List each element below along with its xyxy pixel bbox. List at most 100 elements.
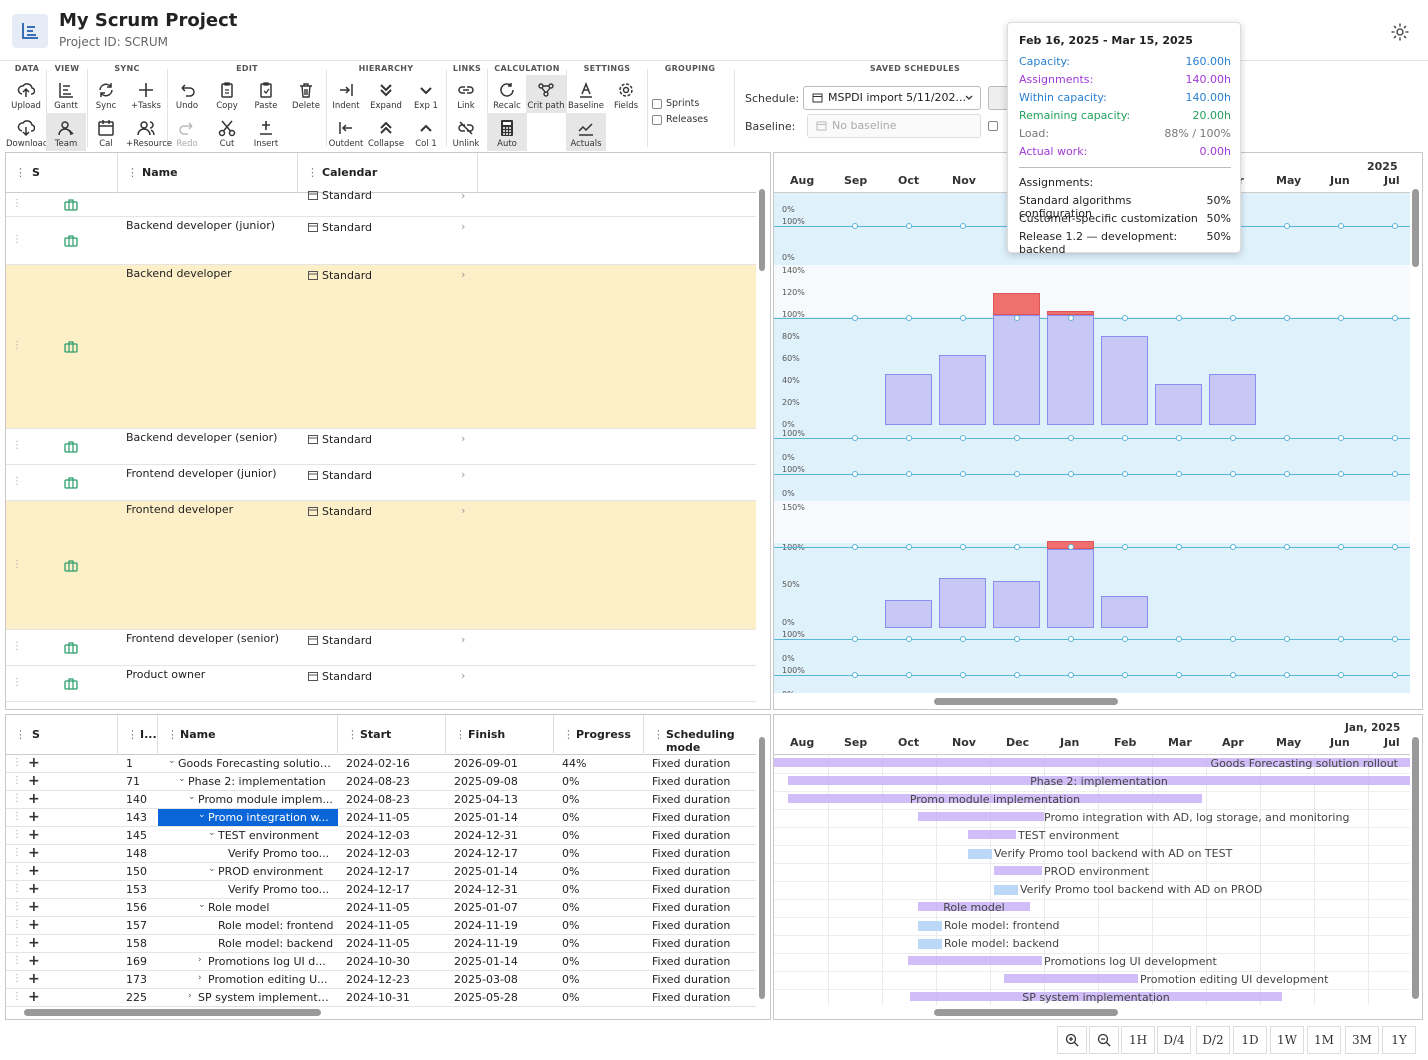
- task-name-cell[interactable]: › Promotion editing U...: [158, 971, 338, 988]
- gantt-summary-bar[interactable]: [1004, 974, 1138, 983]
- overload-bar[interactable]: [993, 293, 1040, 315]
- zoom-level-button[interactable]: 1Y: [1382, 1026, 1416, 1054]
- add-subtask-icon[interactable]: +: [28, 899, 40, 915]
- drag-handle-icon[interactable]: ⋮: [12, 991, 22, 1002]
- task-name-cell[interactable]: ⌄ Goods Forecasting solution r...: [158, 755, 338, 772]
- task-finish[interactable]: 2025-09-08: [454, 775, 518, 788]
- drag-handle-icon[interactable]: ⋮: [12, 829, 22, 840]
- task-row[interactable]: ⋮ +225 › SP system implementat... 2024-10-31…: [6, 989, 756, 1007]
- task-name-cell[interactable]: ⌄ Promo integration w...: [158, 809, 338, 826]
- sprints-checkbox[interactable]: Sprints: [652, 98, 699, 109]
- expand-chevron-icon[interactable]: ⌄: [168, 756, 176, 766]
- fields-button[interactable]: Fields: [606, 75, 646, 113]
- resource-row[interactable]: ⋮ Frontend developer (junior) Standard ›: [6, 465, 756, 501]
- zoom-level-button[interactable]: 1H: [1121, 1026, 1155, 1054]
- zoom-out-button[interactable]: [1089, 1026, 1119, 1054]
- resource-row[interactable]: ⋮ Product owner Standard ›: [6, 666, 756, 702]
- collapsed-chevron-icon[interactable]: ›: [198, 973, 202, 983]
- drag-handle-icon[interactable]: ⋮: [12, 559, 22, 570]
- collapsed-chevron-icon[interactable]: ›: [198, 955, 202, 965]
- task-finish[interactable]: 2025-01-07: [454, 901, 518, 914]
- add-subtask-icon[interactable]: +: [28, 953, 40, 969]
- task-scheduling-mode[interactable]: Fixed duration: [652, 847, 731, 860]
- load-bar[interactable]: [1101, 335, 1148, 425]
- col-progress-header[interactable]: ⋮ Progress: [554, 715, 644, 755]
- task-name-cell[interactable]: ⌄ TEST environment: [158, 827, 338, 844]
- task-progress[interactable]: 0%: [562, 883, 580, 896]
- task-start[interactable]: 2024-11-05: [346, 919, 410, 932]
- drag-handle-icon[interactable]: ⋮: [12, 440, 22, 451]
- resource-calendar[interactable]: Standard: [308, 634, 458, 647]
- gantt-summary-bar[interactable]: [908, 956, 1042, 965]
- task-scheduling-mode[interactable]: Fixed duration: [652, 901, 731, 914]
- task-progress[interactable]: 0%: [562, 829, 580, 842]
- task-row[interactable]: ⋮ +145 ⌄ TEST environment 2024-12-03 2024-12-…: [6, 827, 756, 845]
- unlink-button[interactable]: Unlink: [446, 113, 486, 151]
- task-progress[interactable]: 0%: [562, 955, 580, 968]
- zoom-level-button[interactable]: D/2: [1196, 1026, 1230, 1054]
- load-bar[interactable]: [939, 578, 986, 628]
- col-s-header[interactable]: ⋮ S: [6, 715, 118, 755]
- task-scheduling-mode[interactable]: Fixed duration: [652, 775, 731, 788]
- task-progress[interactable]: 0%: [562, 793, 580, 806]
- task-name-cell[interactable]: Verify Promo too...: [158, 881, 338, 898]
- add-subtask-icon[interactable]: +: [28, 935, 40, 951]
- task-progress[interactable]: 0%: [562, 901, 580, 914]
- gantt-summary-bar[interactable]: [968, 830, 1016, 839]
- chevron-right-icon[interactable]: ›: [461, 268, 466, 281]
- task-progress[interactable]: 0%: [562, 865, 580, 878]
- zoom-level-button[interactable]: 3M: [1345, 1026, 1379, 1054]
- add-subtask-icon[interactable]: +: [28, 773, 40, 789]
- add-subtask-icon[interactable]: +: [28, 755, 40, 771]
- task-start[interactable]: 2024-11-05: [346, 937, 410, 950]
- gantt-task-bar[interactable]: [918, 921, 942, 931]
- cut-button[interactable]: Cut: [207, 113, 247, 151]
- drag-handle-icon[interactable]: ⋮: [12, 811, 22, 822]
- task-finish[interactable]: 2025-05-28: [454, 991, 518, 1004]
- task-row[interactable]: ⋮ +156 ⌄ Role model 2024-11-05 2025-01-07 0% Fi…: [6, 899, 756, 917]
- task-name-cell[interactable]: ⌄ PROD environment: [158, 863, 338, 880]
- task-start[interactable]: 2024-12-17: [346, 865, 410, 878]
- download-button[interactable]: Download: [6, 113, 48, 151]
- gantt-summary-bar[interactable]: [918, 902, 1030, 911]
- task-start[interactable]: 2024-12-03: [346, 847, 410, 860]
- task-name-cell[interactable]: Role model: backend: [158, 935, 338, 952]
- task-row[interactable]: ⋮ +143 ⌄ Promo integration w... 2024-11-05 20…: [6, 809, 756, 827]
- task-row[interactable]: ⋮ +169 › Promotions log UI d... 2024-10-30 20…: [6, 953, 756, 971]
- task-finish[interactable]: 2025-04-13: [454, 793, 518, 806]
- resource-calendar[interactable]: Standard: [308, 469, 458, 482]
- task-scheduling-mode[interactable]: Fixed duration: [652, 757, 731, 770]
- resource-calendar[interactable]: Standard: [308, 221, 458, 234]
- overload-bar[interactable]: [1047, 310, 1094, 315]
- auto-calc-button[interactable]: Auto: [487, 113, 527, 151]
- task-row[interactable]: ⋮ +157 Role model: frontend 2024-11-05 2024-…: [6, 917, 756, 935]
- drag-handle-icon[interactable]: ⋮: [12, 937, 22, 948]
- task-name-cell[interactable]: Role model: frontend: [158, 917, 338, 934]
- gantt-hscroll-thumb[interactable]: [934, 1009, 1118, 1016]
- task-scheduling-mode[interactable]: Fixed duration: [652, 883, 731, 896]
- drag-handle-icon[interactable]: ⋮: [12, 955, 22, 966]
- drag-handle-icon[interactable]: ⋮: [12, 234, 22, 245]
- task-progress[interactable]: 44%: [562, 757, 587, 770]
- task-row[interactable]: ⋮ +1 ⌄ Goods Forecasting solution r... 2024-…: [6, 755, 756, 773]
- drag-handle-icon[interactable]: ⋮: [12, 847, 22, 858]
- drag-handle-icon[interactable]: ⋮: [12, 973, 22, 984]
- task-name-cell[interactable]: ⌄ Role model: [158, 899, 338, 916]
- zoom-level-button[interactable]: D/4: [1157, 1026, 1191, 1054]
- task-name-cell[interactable]: › Promotions log UI d...: [158, 953, 338, 970]
- col-s-header[interactable]: ⋮ S: [6, 153, 118, 193]
- task-row[interactable]: ⋮ +150 ⌄ PROD environment 2024-12-17 2025-01-…: [6, 863, 756, 881]
- schedule-select[interactable]: MSPDI import 5/11/202...: [803, 86, 981, 110]
- task-grid-hscroll-thumb[interactable]: [24, 1009, 321, 1016]
- gantt-summary-bar[interactable]: [994, 866, 1042, 875]
- load-bar[interactable]: [885, 599, 932, 628]
- task-scheduling-mode[interactable]: Fixed duration: [652, 793, 731, 806]
- add-subtask-icon[interactable]: +: [28, 917, 40, 933]
- link-button[interactable]: Link: [446, 75, 486, 113]
- task-scheduling-mode[interactable]: Fixed duration: [652, 991, 731, 1004]
- task-finish[interactable]: 2024-11-19: [454, 937, 518, 950]
- task-progress[interactable]: 0%: [562, 937, 580, 950]
- task-finish[interactable]: 2025-01-14: [454, 865, 518, 878]
- task-start[interactable]: 2024-08-23: [346, 793, 410, 806]
- task-start[interactable]: 2024-10-30: [346, 955, 410, 968]
